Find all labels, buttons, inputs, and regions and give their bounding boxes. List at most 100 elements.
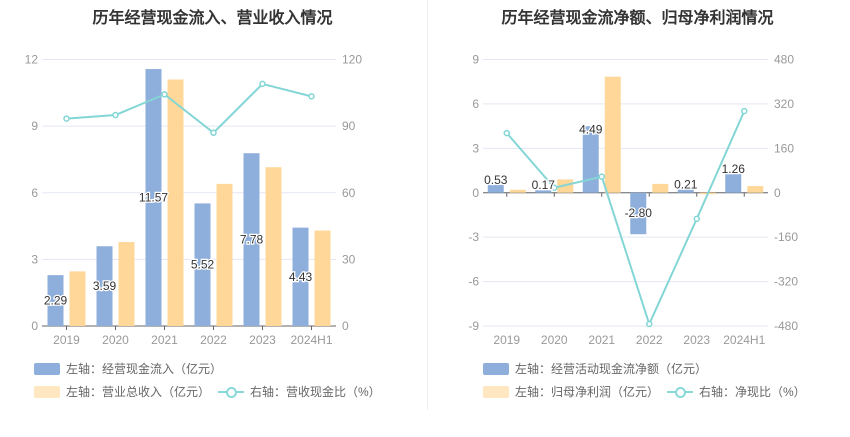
bar-secondary <box>216 183 233 326</box>
bar-secondary <box>509 189 526 193</box>
ratio-point <box>259 80 266 88</box>
right-axis-tick: 60 <box>342 186 356 200</box>
legend-label: 左轴：经营现金流入（亿元） <box>66 362 223 376</box>
ratio-point <box>503 129 510 137</box>
bar-secondary <box>69 271 86 326</box>
left-axis-tick: 6 <box>31 186 38 200</box>
left-axis-tick: 3 <box>31 252 38 266</box>
bar-secondary <box>167 79 184 326</box>
left-axis-tick: 0 <box>31 319 38 333</box>
right-axis-tick: 480 <box>774 53 794 67</box>
bar-primary <box>677 189 694 193</box>
legend-label: 右轴：净现比（%） <box>699 385 806 399</box>
divider <box>427 0 428 410</box>
ratio-point <box>308 93 315 100</box>
bar-primary <box>194 203 211 326</box>
x-axis-tick: 2020 <box>102 333 129 347</box>
legend-swatch <box>34 385 60 398</box>
right-axis-tick: -480 <box>774 319 798 333</box>
left-axis-tick: -6 <box>468 275 479 289</box>
ratio-line <box>505 110 746 327</box>
x-axis-tick: 2023 <box>683 333 710 347</box>
ratio-point <box>646 320 653 328</box>
bar-secondary <box>314 230 331 326</box>
legend-swatch <box>483 362 509 375</box>
legend-item-cash-inflow[interactable]: 左轴：经营现金流入（亿元） <box>34 360 222 377</box>
legend-label: 左轴：营业总收入（亿元） <box>66 385 211 399</box>
left-axis-tick: -9 <box>468 319 479 333</box>
bar-secondary <box>604 76 621 193</box>
bar-primary <box>47 275 64 326</box>
x-axis-tick: 2020 <box>541 333 568 347</box>
ratio-point <box>112 111 119 119</box>
bar-data-label: 1.26 <box>722 162 746 176</box>
x-axis-tick: 2023 <box>249 333 276 347</box>
bar-primary <box>630 192 647 235</box>
left-axis-tick: 0 <box>472 186 479 200</box>
bar-data-label: 0.53 <box>484 173 508 187</box>
ratio-point <box>598 173 605 180</box>
bar-data-label: 2.29 <box>44 294 68 308</box>
x-axis-tick: 2019 <box>493 333 520 347</box>
bar-primary <box>582 126 599 193</box>
bar-data-label: -2.80 <box>625 206 653 220</box>
bar-primary <box>487 184 504 193</box>
right-axis-tick: 0 <box>342 319 349 333</box>
ratio-point <box>161 91 168 98</box>
right-axis-tick: 320 <box>774 97 794 111</box>
ratio-point <box>210 129 217 137</box>
right-axis-tick: 30 <box>342 252 356 266</box>
bar-primary <box>535 190 552 193</box>
ratio-point <box>63 115 70 122</box>
left-axis-tick: -3 <box>468 230 479 244</box>
x-axis-tick: 2024H1 <box>290 333 332 347</box>
right-axis-tick: -320 <box>774 275 798 289</box>
legend-item-net-profit[interactable]: 左轴：归母净利润（亿元） <box>483 383 659 400</box>
x-axis-tick: 2021 <box>151 333 178 347</box>
bar-data-label: 4.43 <box>289 270 313 284</box>
chart-title-right: 历年经营现金流净额、归母净利润情况 <box>501 10 774 27</box>
bar-primary <box>725 174 742 193</box>
chart-title-left: 历年经营现金流入、营业收入情况 <box>92 10 333 27</box>
legend-item-cash-ratio[interactable]: 右轴：营收现金比（%） <box>218 383 381 400</box>
bar-data-label: 5.52 <box>191 258 215 272</box>
legend-line-icon <box>218 386 244 398</box>
bar-secondary <box>652 183 669 193</box>
x-axis-tick: 2022 <box>200 333 227 347</box>
x-axis-tick: 2021 <box>588 333 615 347</box>
bar-data-label: 4.49 <box>579 122 603 136</box>
legend-item-net-cash[interactable]: 左轴：经营活动现金流净额（亿元） <box>483 360 707 377</box>
right-axis-tick: 120 <box>342 53 362 67</box>
legend-label: 左轴：归母净利润（亿元） <box>515 385 660 399</box>
bar-primary <box>292 227 309 326</box>
left-axis-tick: 9 <box>31 119 38 133</box>
bar-secondary <box>265 167 282 326</box>
left-axis-tick: 6 <box>472 97 479 111</box>
bar-secondary <box>747 186 764 193</box>
bar-data-label: 0.17 <box>532 178 556 192</box>
right-axis-tick: 90 <box>342 119 356 133</box>
ratio-point <box>551 184 558 192</box>
right-axis-tick: 160 <box>774 141 794 155</box>
bar-secondary <box>118 242 135 326</box>
legend-item-net-cash-ratio[interactable]: 右轴：净现比（%） <box>667 383 806 400</box>
left-axis-tick: 12 <box>25 53 39 67</box>
legend-item-revenue[interactable]: 左轴：营业总收入（亿元） <box>34 383 210 400</box>
bar-data-label: 0.21 <box>674 178 698 192</box>
legend-label: 左轴：经营活动现金流净额（亿元） <box>515 362 708 376</box>
ratio-point <box>693 215 700 223</box>
left-axis-tick: 3 <box>472 141 479 155</box>
legend-line-icon <box>667 386 693 398</box>
ratio-line <box>66 82 312 135</box>
right-axis-tick: -160 <box>774 230 798 244</box>
x-axis-tick: 2022 <box>636 333 663 347</box>
bar-data-label: 11.57 <box>139 191 168 205</box>
bar-primary <box>145 69 162 326</box>
legend-swatch <box>34 362 60 375</box>
bar-data-label: 3.59 <box>93 279 117 293</box>
bar-primary <box>243 153 260 326</box>
legend-label: 右轴：营收现金比（%） <box>250 385 381 399</box>
x-axis-tick: 2019 <box>53 333 80 347</box>
ratio-point <box>741 107 748 115</box>
